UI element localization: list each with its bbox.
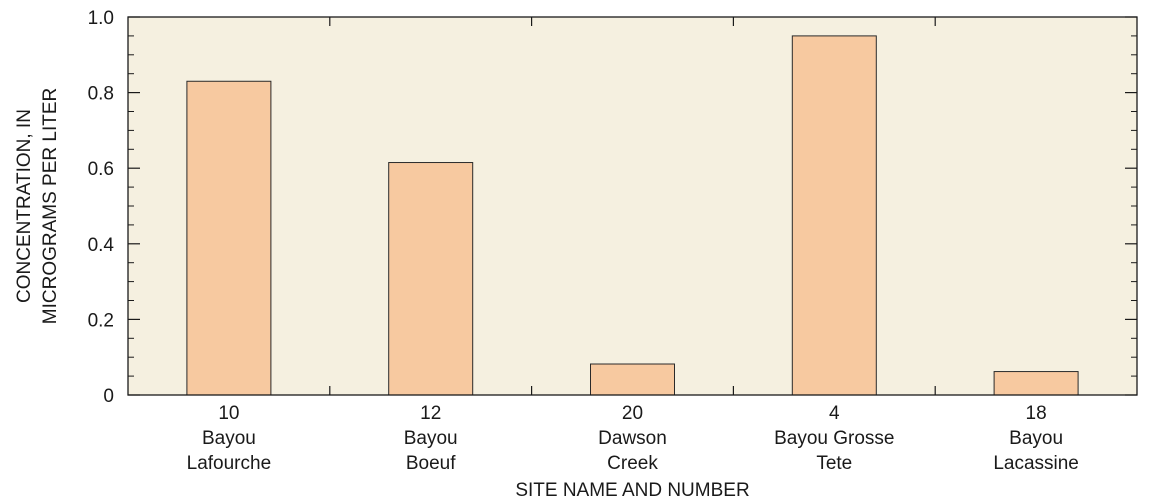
x-site-number-label: 12 <box>420 403 441 424</box>
y-tick-label: 0.6 <box>88 159 114 180</box>
bar <box>993 371 1079 396</box>
bars <box>186 35 1079 396</box>
y-axis-title-line1: CONCENTRATION, IN <box>14 109 35 303</box>
x-site-name-label: Bayou <box>404 428 458 449</box>
y-axis-title-line2: MICROGRAMS PER LITER <box>40 88 61 324</box>
y-axis-title: CONCENTRATION, IN MICROGRAMS PER LITER <box>14 88 61 324</box>
bar <box>388 162 474 396</box>
x-site-number-label: 20 <box>622 403 643 424</box>
x-axis-title: SITE NAME AND NUMBER <box>515 480 749 501</box>
y-minor-ticks <box>128 35 1137 377</box>
y-tick-label: 0.4 <box>88 235 115 256</box>
y-tick-label: 0 <box>103 386 114 407</box>
x-site-number-label: 18 <box>1026 403 1047 424</box>
bar <box>590 363 675 396</box>
x-axis-ticks: 10 Bayou Lafourche 12 Bayou Boeuf 20 Dawson Cree… <box>187 17 1079 474</box>
y-tick-label: 1.0 <box>88 8 114 29</box>
x-site-name-label: Creek <box>607 453 658 474</box>
x-site-name-label: Bayou <box>202 428 256 449</box>
x-site-name-label: Lafourche <box>187 453 272 474</box>
x-site-number-label: 10 <box>218 403 239 424</box>
x-site-name-label: Boeuf <box>406 453 456 474</box>
bar <box>791 35 877 396</box>
x-site-name-label: Lacassine <box>993 453 1079 474</box>
y-tick-label: 0.8 <box>88 84 114 105</box>
x-site-name-label: Bayou Grosse <box>774 428 894 449</box>
x-site-name-label: Dawson <box>598 428 667 449</box>
bar <box>186 80 272 396</box>
x-site-name-label: Tete <box>816 453 852 474</box>
x-site-name-label: Bayou <box>1009 428 1063 449</box>
plot-area <box>128 17 1137 395</box>
plot-frame <box>127 16 1138 396</box>
y-axis-ticks: 0 0.2 0.4 0.6 0.8 1.0 <box>88 8 1137 407</box>
y-tick-label: 0.2 <box>88 310 114 331</box>
x-site-number-label: 4 <box>829 403 840 424</box>
